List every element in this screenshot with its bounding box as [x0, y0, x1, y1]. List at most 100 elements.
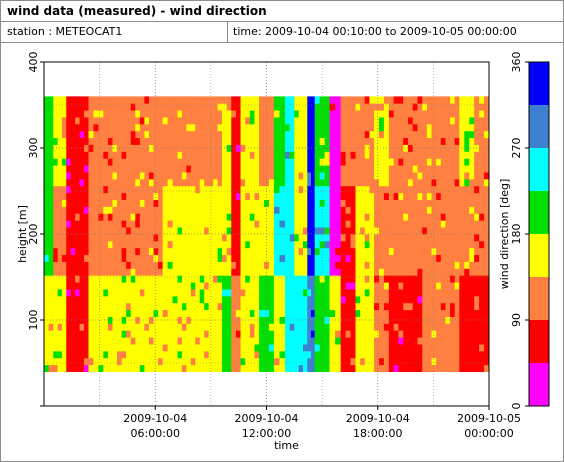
- heatmap-cell: [167, 185, 173, 194]
- heatmap-cell: [383, 165, 390, 173]
- heatmap-cell: [44, 151, 50, 159]
- heatmap-cell: [139, 364, 145, 372]
- heatmap-cell: [107, 117, 113, 125]
- heatmap-cell: [369, 357, 375, 366]
- heatmap-cell: [162, 295, 169, 304]
- heatmap-cell: [355, 289, 361, 297]
- heatmap-cell: [469, 213, 475, 221]
- heatmap-cell: [440, 323, 446, 331]
- heatmap-cell: [273, 96, 280, 104]
- heatmap-cell: [240, 268, 246, 276]
- heatmap-cell: [378, 357, 385, 366]
- heatmap-cell: [259, 309, 265, 317]
- heatmap-cell: [79, 96, 85, 104]
- heatmap-cell: [88, 337, 94, 345]
- heatmap-cell: [459, 240, 465, 249]
- heatmap-cell: [289, 158, 295, 166]
- heatmap-cell: [61, 96, 67, 104]
- heatmap-cell: [264, 261, 270, 269]
- heatmap-cell: [345, 295, 351, 304]
- heatmap-cell: [162, 96, 169, 104]
- heatmap-cell: [445, 282, 451, 290]
- heatmap-cell: [412, 275, 418, 283]
- heatmap-cell: [240, 178, 246, 187]
- heatmap-cell: [88, 316, 94, 324]
- heatmap-cell: [314, 96, 321, 104]
- heatmap-cell: [103, 227, 109, 235]
- heatmap-cell: [364, 151, 370, 159]
- heatmap-cell: [126, 185, 132, 194]
- heatmap-cell: [307, 178, 312, 187]
- heatmap-cell: [121, 330, 127, 338]
- heatmap-cell: [217, 165, 223, 173]
- heatmap-cell: [148, 192, 154, 200]
- heatmap-cell: [340, 130, 347, 139]
- heatmap-cell: [121, 110, 127, 118]
- heatmap-cell: [75, 295, 80, 304]
- heatmap-cell: [412, 357, 418, 366]
- heatmap-cell: [314, 309, 321, 317]
- heatmap-cell: [412, 240, 418, 249]
- heatmap-cell: [144, 234, 150, 242]
- heatmap-cell: [93, 295, 99, 304]
- heatmap-cell: [445, 337, 451, 345]
- heatmap-cell: [57, 213, 63, 221]
- heatmap-cell: [311, 227, 316, 235]
- heatmap-cell: [378, 96, 385, 104]
- heatmap-cell: [324, 103, 330, 111]
- heatmap-cell: [53, 144, 58, 152]
- heatmap-cell: [324, 330, 330, 338]
- heatmap-cell: [199, 337, 205, 345]
- heatmap-cell: [450, 357, 456, 366]
- heatmap-cell: [469, 240, 475, 249]
- heatmap-cell: [103, 247, 109, 256]
- heatmap-cell: [61, 289, 67, 297]
- heatmap-cell: [445, 234, 451, 242]
- heatmap-cell: [153, 103, 159, 111]
- heatmap-cell: [407, 227, 414, 235]
- heatmap-cell: [407, 330, 414, 338]
- heatmap-cell: [378, 302, 385, 311]
- heatmap-cell: [294, 337, 300, 345]
- heatmap-cell: [75, 227, 80, 235]
- heatmap-cell: [474, 103, 480, 111]
- heatmap-cell: [84, 337, 89, 345]
- heatmap-cell: [75, 357, 80, 366]
- heatmap-cell: [135, 357, 141, 366]
- heatmap-cell: [345, 234, 351, 242]
- heatmap-cell: [204, 357, 210, 366]
- heatmap-cell: [340, 178, 347, 187]
- heatmap-cell: [130, 213, 136, 221]
- heatmap-cell: [426, 220, 432, 228]
- heatmap-cell: [53, 337, 58, 345]
- colorbar-tick-label: 360: [510, 52, 523, 73]
- heatmap-cell: [314, 337, 321, 345]
- heatmap-cell: [383, 96, 390, 104]
- heatmap-cell: [204, 199, 210, 207]
- heatmap-cell: [181, 323, 187, 331]
- heatmap-cell: [199, 110, 205, 118]
- heatmap-cell: [217, 199, 223, 207]
- heatmap-cell: [479, 110, 485, 118]
- heatmap-cell: [412, 234, 418, 242]
- heatmap-cell: [162, 206, 169, 214]
- heatmap-cell: [177, 123, 183, 132]
- heatmap-cell: [445, 199, 451, 207]
- heatmap-cell: [474, 275, 480, 283]
- colorbar-bin: [529, 62, 549, 105]
- heatmap-cell: [249, 330, 255, 338]
- heatmap-cell: [431, 295, 437, 304]
- heatmap-cell: [107, 151, 113, 159]
- heatmap-cell: [350, 295, 356, 304]
- heatmap-cell: [158, 178, 164, 187]
- heatmap-cell: [479, 344, 485, 352]
- heatmap-cell: [388, 268, 395, 276]
- heatmap-cell: [407, 275, 414, 283]
- heatmap-cell: [158, 247, 164, 256]
- heatmap-cell: [186, 344, 192, 352]
- heatmap-cell: [148, 130, 154, 139]
- heatmap-cell: [324, 240, 330, 249]
- heatmap-cell: [44, 199, 50, 207]
- heatmap-cell: [231, 172, 237, 180]
- heatmap-cell: [79, 295, 85, 304]
